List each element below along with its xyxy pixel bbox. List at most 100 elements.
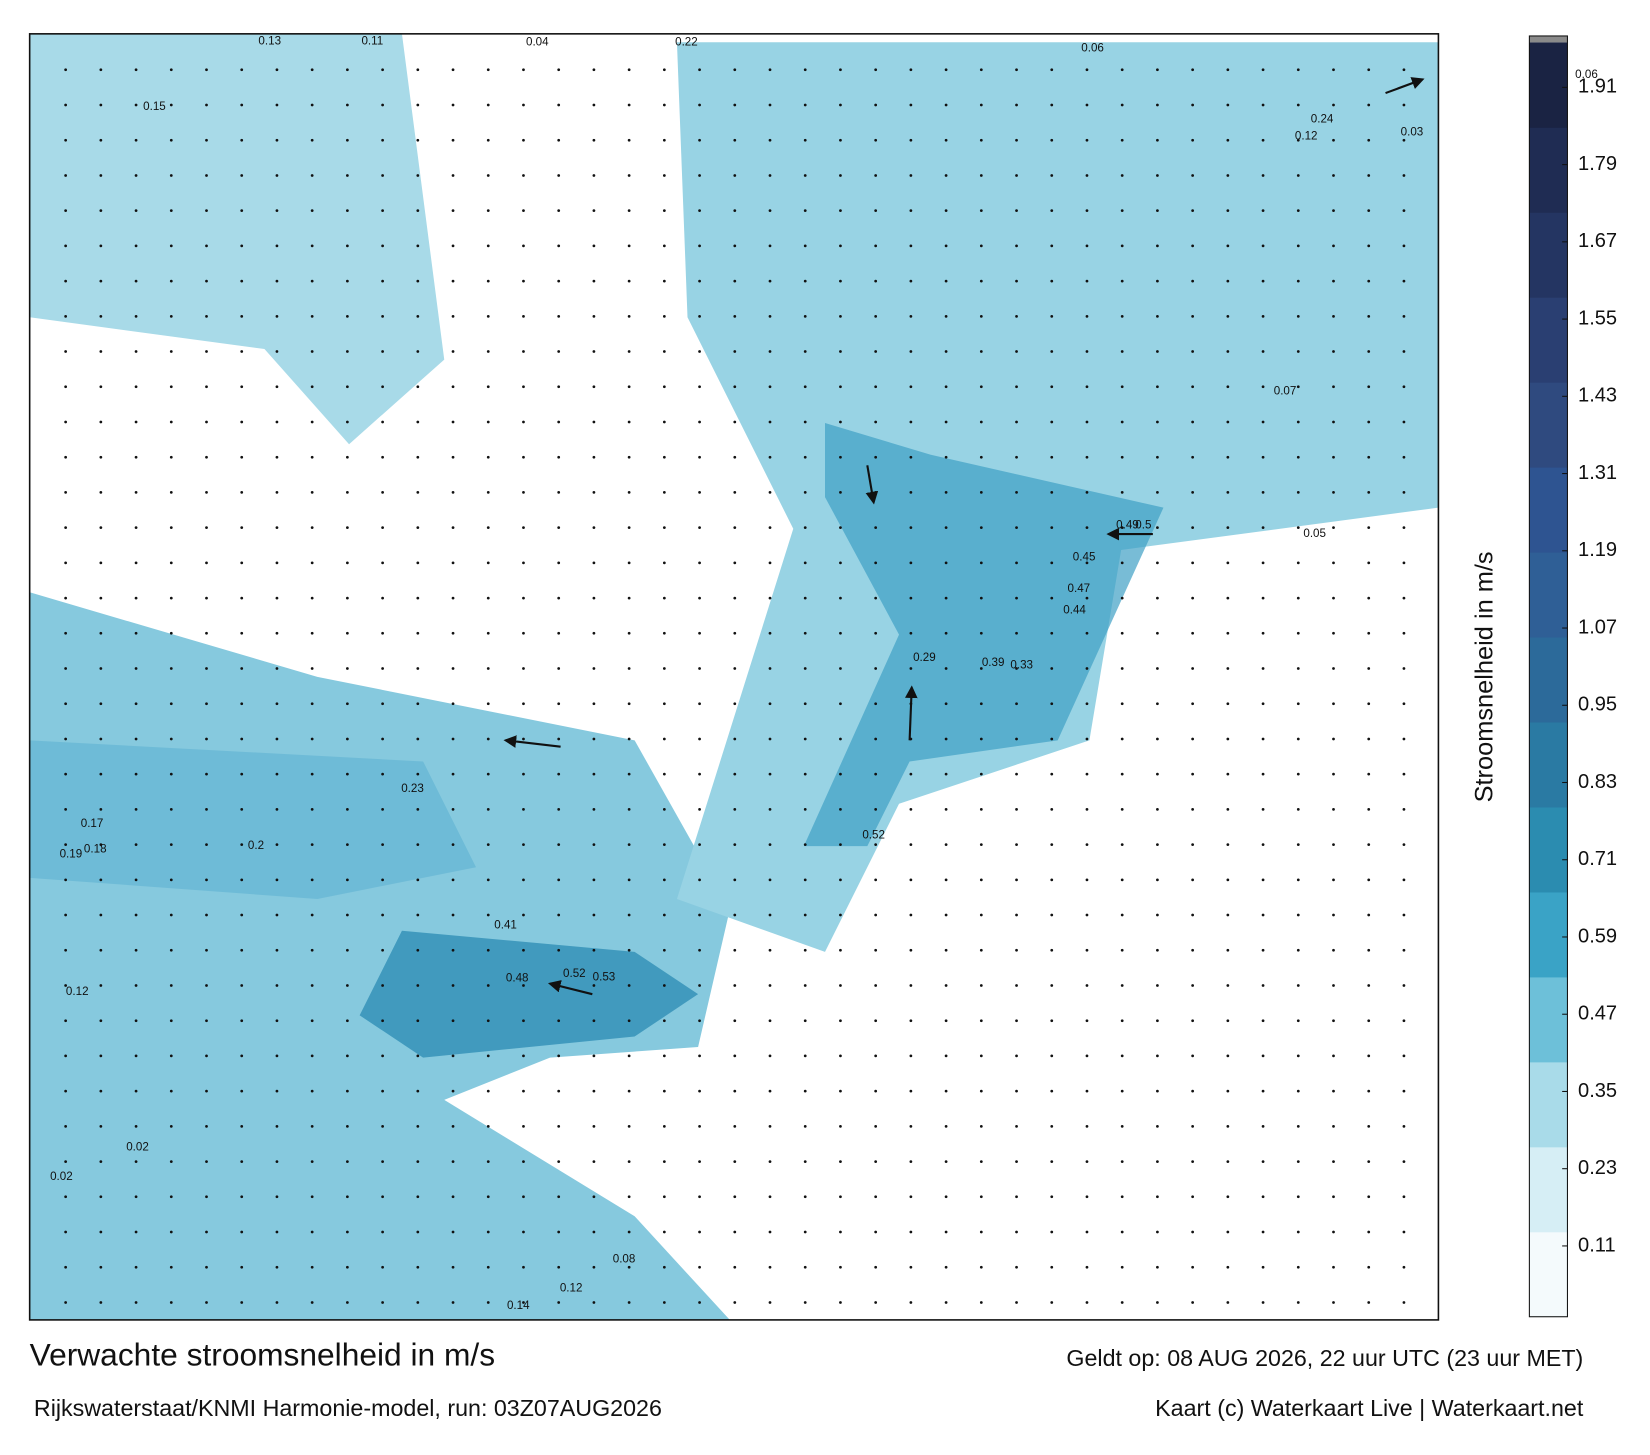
grid-dot [944, 491, 948, 494]
sea-strong-current [359, 930, 699, 1058]
grid-dot [205, 174, 208, 177]
valid-time: Geldt op: 08 AUG 2026, 22 uur UTC (23 uu… [1066, 1345, 1583, 1371]
grid-dot [1226, 1195, 1230, 1199]
grid-dot [1015, 1160, 1018, 1163]
grid-dot [909, 1124, 913, 1128]
grid-dot [451, 1265, 455, 1269]
grid-dot [275, 1089, 279, 1093]
grid-dot [627, 491, 631, 494]
grid-dot [733, 1195, 737, 1199]
grid-dot [205, 878, 208, 882]
grid-dot [1156, 913, 1159, 917]
grid-dot [768, 385, 772, 389]
arrow [1385, 77, 1425, 95]
grid-dot [134, 138, 138, 142]
grid-dot [275, 314, 279, 318]
grid-dot [1156, 420, 1159, 424]
grid-dot [451, 1230, 455, 1234]
grid-dot [1156, 808, 1159, 811]
grid-dot [99, 385, 103, 389]
grid-dot [451, 1195, 455, 1199]
grid-dot [1226, 244, 1230, 248]
grid-dot [627, 667, 631, 670]
grid-dot [1402, 350, 1406, 353]
grid-dot [803, 420, 807, 424]
grid-dot [486, 455, 490, 459]
grid-dot [733, 68, 737, 72]
grid-dot [979, 491, 983, 494]
grid-dot [64, 843, 68, 846]
grid-dot [346, 68, 349, 72]
grid-dot [240, 314, 244, 318]
grid-dot [1015, 843, 1018, 846]
grid-dot [1015, 808, 1018, 811]
grid-dot [944, 808, 948, 811]
grid-dot [240, 913, 244, 917]
grid-dot [381, 350, 384, 353]
speed-label: 0.23 [401, 782, 424, 795]
grid-dot [1156, 772, 1159, 776]
grid-dot [64, 491, 68, 494]
current-arrows [503, 77, 1425, 996]
grid-dot [1015, 350, 1018, 353]
grid-dot [1402, 1265, 1406, 1269]
grid-dot [1191, 420, 1195, 424]
grid-dot [310, 948, 314, 952]
grid-dot [205, 631, 208, 635]
grid-dot [1191, 1054, 1195, 1058]
grid-dot [944, 843, 948, 846]
grid-dot [169, 138, 173, 142]
grid-dot [205, 314, 208, 318]
grid-dot [909, 1265, 913, 1269]
grid-dot [240, 596, 244, 600]
grid-dot [733, 631, 737, 635]
grid-dot [275, 843, 279, 846]
grid-dot [1120, 948, 1124, 952]
grid-dot [874, 1054, 878, 1058]
grid-dot [381, 948, 384, 952]
grid-dot [522, 1089, 525, 1093]
grid-dot [768, 174, 772, 177]
grid-dot [1332, 667, 1335, 670]
grid-dot [346, 1089, 349, 1093]
colorbar-tick-label: 0.11 [1578, 1234, 1616, 1256]
grid-dot [451, 948, 455, 952]
speed-label: 0.49 [1116, 519, 1139, 532]
grid-dot [346, 843, 349, 846]
grid-dot [275, 772, 279, 776]
grid-dot [240, 772, 244, 776]
grid-dot [874, 491, 878, 494]
grid-dot [416, 948, 420, 952]
grid-dot [99, 596, 103, 600]
grid-dot [1367, 314, 1371, 318]
grid-dot [979, 1230, 983, 1234]
grid-dot [1191, 279, 1195, 283]
grid-dot [1226, 1160, 1230, 1163]
grid-dot [240, 1019, 244, 1023]
grid-dot [1156, 984, 1159, 987]
grid-dot [627, 1265, 631, 1269]
grid-dot [944, 420, 948, 424]
grid-dot [240, 1089, 244, 1093]
grid-dot [240, 843, 244, 846]
grid-dot [698, 491, 701, 494]
grid-dot [64, 561, 68, 565]
grid-dot [1120, 138, 1124, 142]
grid-dot [205, 420, 208, 424]
colorbar-tick-label: 1.31 [1578, 462, 1617, 484]
grid-dot [1050, 948, 1054, 952]
grid-dot [1085, 244, 1089, 248]
grid-dot [1050, 913, 1054, 917]
grid-dot [1402, 103, 1406, 107]
grid-dot [134, 913, 138, 917]
grid-dot [1226, 68, 1230, 72]
grid-dot [557, 244, 561, 248]
grid-dot [310, 772, 314, 776]
grid-dot [874, 420, 878, 424]
grid-dot [979, 1160, 983, 1163]
grid-dot [1332, 1301, 1335, 1304]
grid-dot [275, 1054, 279, 1058]
colorbar-tick-label: 0.47 [1578, 1003, 1617, 1025]
grid-dot [698, 385, 701, 389]
grid-dot [1050, 561, 1054, 565]
